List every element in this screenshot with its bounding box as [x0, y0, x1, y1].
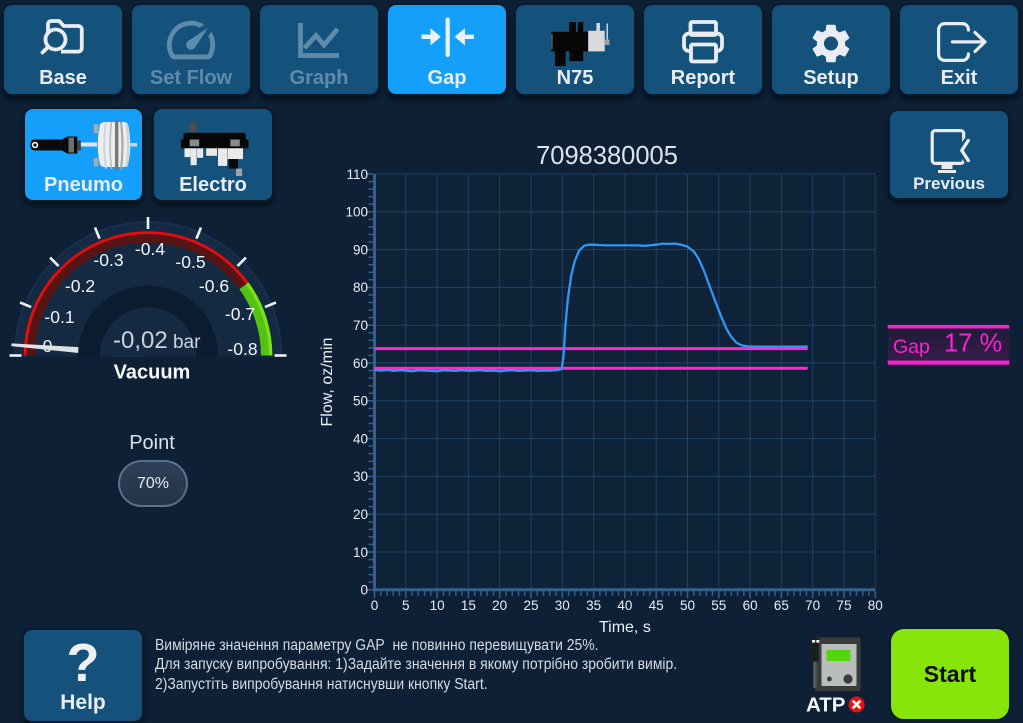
svg-text:25: 25: [523, 598, 538, 613]
svg-text:45: 45: [649, 598, 664, 613]
svg-text:Vacuum: Vacuum: [114, 362, 191, 384]
svg-text:110: 110: [346, 167, 368, 182]
svg-text:10: 10: [430, 598, 445, 613]
svg-text:ATP: ATP: [806, 694, 845, 717]
svg-text:40: 40: [353, 431, 368, 446]
svg-text:80: 80: [353, 280, 368, 295]
svg-text:17 %: 17 %: [944, 330, 1002, 358]
svg-text:30: 30: [353, 469, 368, 484]
svg-text:30: 30: [555, 598, 570, 613]
svg-text:5: 5: [402, 598, 410, 613]
svg-text:-0.5: -0.5: [175, 252, 205, 272]
svg-text:35: 35: [586, 598, 601, 613]
svg-text:60: 60: [743, 598, 758, 613]
svg-text:60: 60: [353, 356, 368, 371]
svg-text:50: 50: [353, 394, 368, 409]
svg-text:70: 70: [353, 318, 368, 333]
svg-text:-0.4: -0.4: [135, 239, 165, 259]
svg-text:-0.2: -0.2: [65, 276, 95, 296]
svg-text:90: 90: [353, 242, 368, 257]
svg-text:-0.6: -0.6: [199, 276, 229, 296]
svg-text:-0.1: -0.1: [44, 307, 74, 327]
svg-text:70: 70: [805, 598, 820, 613]
svg-text:20: 20: [492, 598, 507, 613]
svg-text:50: 50: [680, 598, 695, 613]
svg-text:0: 0: [371, 598, 379, 613]
svg-text:100: 100: [345, 205, 368, 220]
svg-text:-0,02 bar: -0,02 bar: [113, 327, 201, 354]
svg-text:55: 55: [711, 598, 726, 613]
svg-text:20: 20: [353, 507, 368, 522]
svg-text:65: 65: [774, 598, 789, 613]
svg-text:-0.7: -0.7: [225, 304, 255, 324]
svg-text:10: 10: [353, 545, 368, 560]
svg-text:15: 15: [461, 598, 476, 613]
svg-text:75: 75: [836, 598, 851, 613]
svg-text:-0.3: -0.3: [93, 250, 123, 270]
svg-text:Time, s: Time, s: [599, 619, 651, 636]
svg-text:80: 80: [868, 598, 883, 613]
svg-text:-0.8: -0.8: [227, 339, 257, 359]
svg-text:7098380005: 7098380005: [536, 142, 678, 170]
svg-text:Flow, oz/min: Flow, oz/min: [319, 338, 336, 427]
svg-text:0: 0: [360, 583, 368, 598]
svg-text:Gap: Gap: [893, 336, 930, 358]
svg-text:40: 40: [617, 598, 632, 613]
